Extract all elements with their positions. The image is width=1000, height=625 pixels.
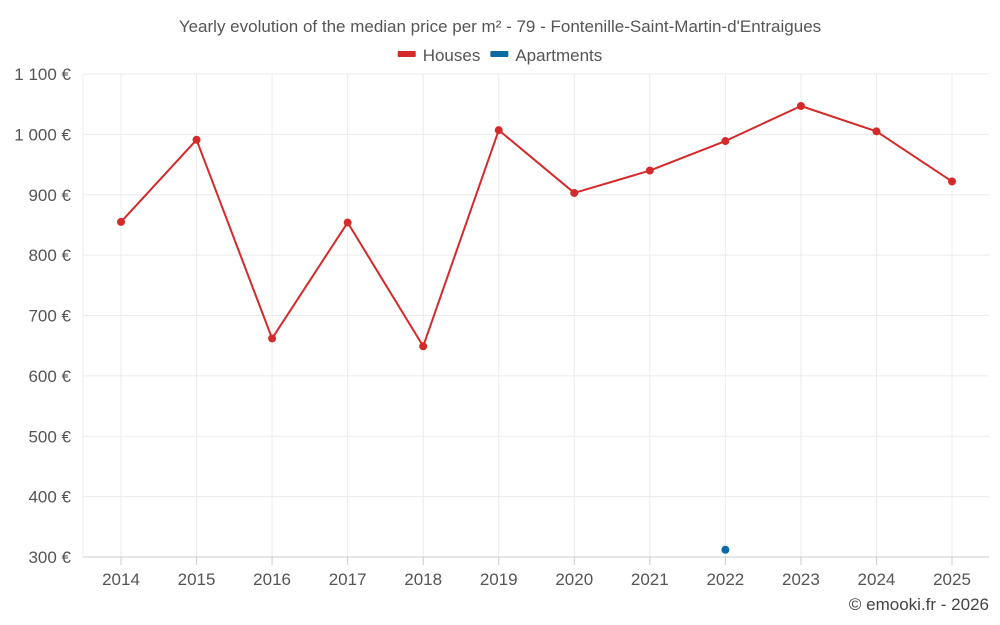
x-tick-label: 2019 <box>480 570 518 589</box>
legend-label-houses: Houses <box>423 46 481 65</box>
data-point-houses-2015[interactable] <box>192 135 201 144</box>
legend-swatch-apartments <box>490 51 509 57</box>
legend-label-apartments: Apartments <box>515 46 602 65</box>
gridlines <box>82 73 989 557</box>
series-line-houses <box>120 104 953 348</box>
data-point-houses-2021[interactable] <box>645 166 654 175</box>
y-tick-label: 900 € <box>28 186 71 205</box>
y-tick-label: 800 € <box>28 246 71 265</box>
x-tick-label: 2023 <box>782 570 820 589</box>
series-layer <box>117 101 956 554</box>
x-tick-label: 2018 <box>404 570 442 589</box>
x-tick-label: 2021 <box>631 570 669 589</box>
credit-text: © emooki.fr - 2026 <box>849 595 989 614</box>
data-point-houses-2025[interactable] <box>948 177 956 186</box>
x-tick-label: 2014 <box>102 570 140 589</box>
series-apartments <box>721 545 730 554</box>
x-tick-label: 2017 <box>329 570 367 589</box>
legend-item-apartments[interactable]: Apartments <box>490 46 602 65</box>
data-point-houses-2020[interactable] <box>570 188 579 197</box>
x-tick-label: 2022 <box>706 570 744 589</box>
y-tick-label: 600 € <box>28 367 71 386</box>
data-point-apartments-2022[interactable] <box>721 545 730 554</box>
data-point-houses-2014[interactable] <box>117 217 125 226</box>
y-tick-label: 1 000 € <box>14 125 71 144</box>
legend: Houses Apartments <box>397 46 602 65</box>
y-tick-label: 1 100 € <box>14 65 71 84</box>
x-tick-label: 2015 <box>178 570 216 589</box>
legend-item-houses[interactable]: Houses <box>397 46 481 65</box>
x-tick-label: 2025 <box>933 570 971 589</box>
chart-title: Yearly evolution of the median price per… <box>179 17 821 36</box>
y-tick-label: 300 € <box>28 548 71 567</box>
y-tick-label: 500 € <box>28 427 71 446</box>
data-point-houses-2016[interactable] <box>268 334 277 343</box>
x-tick-label: 2016 <box>253 570 291 589</box>
data-point-houses-2024[interactable] <box>872 127 881 136</box>
axes: 300 € 400 € 500 € 600 € 700 € 800 € 900 € 1 000… <box>14 65 989 589</box>
data-point-houses-2022[interactable] <box>721 137 730 146</box>
legend-swatch-houses <box>397 51 416 57</box>
y-tick-label: 400 € <box>28 488 71 507</box>
series-houses <box>117 101 956 351</box>
data-point-houses-2023[interactable] <box>796 101 805 110</box>
x-tick-label: 2024 <box>858 570 896 589</box>
data-point-houses-2019[interactable] <box>494 126 503 135</box>
data-point-houses-2017[interactable] <box>343 218 352 227</box>
y-tick-label: 700 € <box>28 307 71 326</box>
data-point-houses-2018[interactable] <box>419 342 428 351</box>
x-tick-label: 2020 <box>555 570 593 589</box>
